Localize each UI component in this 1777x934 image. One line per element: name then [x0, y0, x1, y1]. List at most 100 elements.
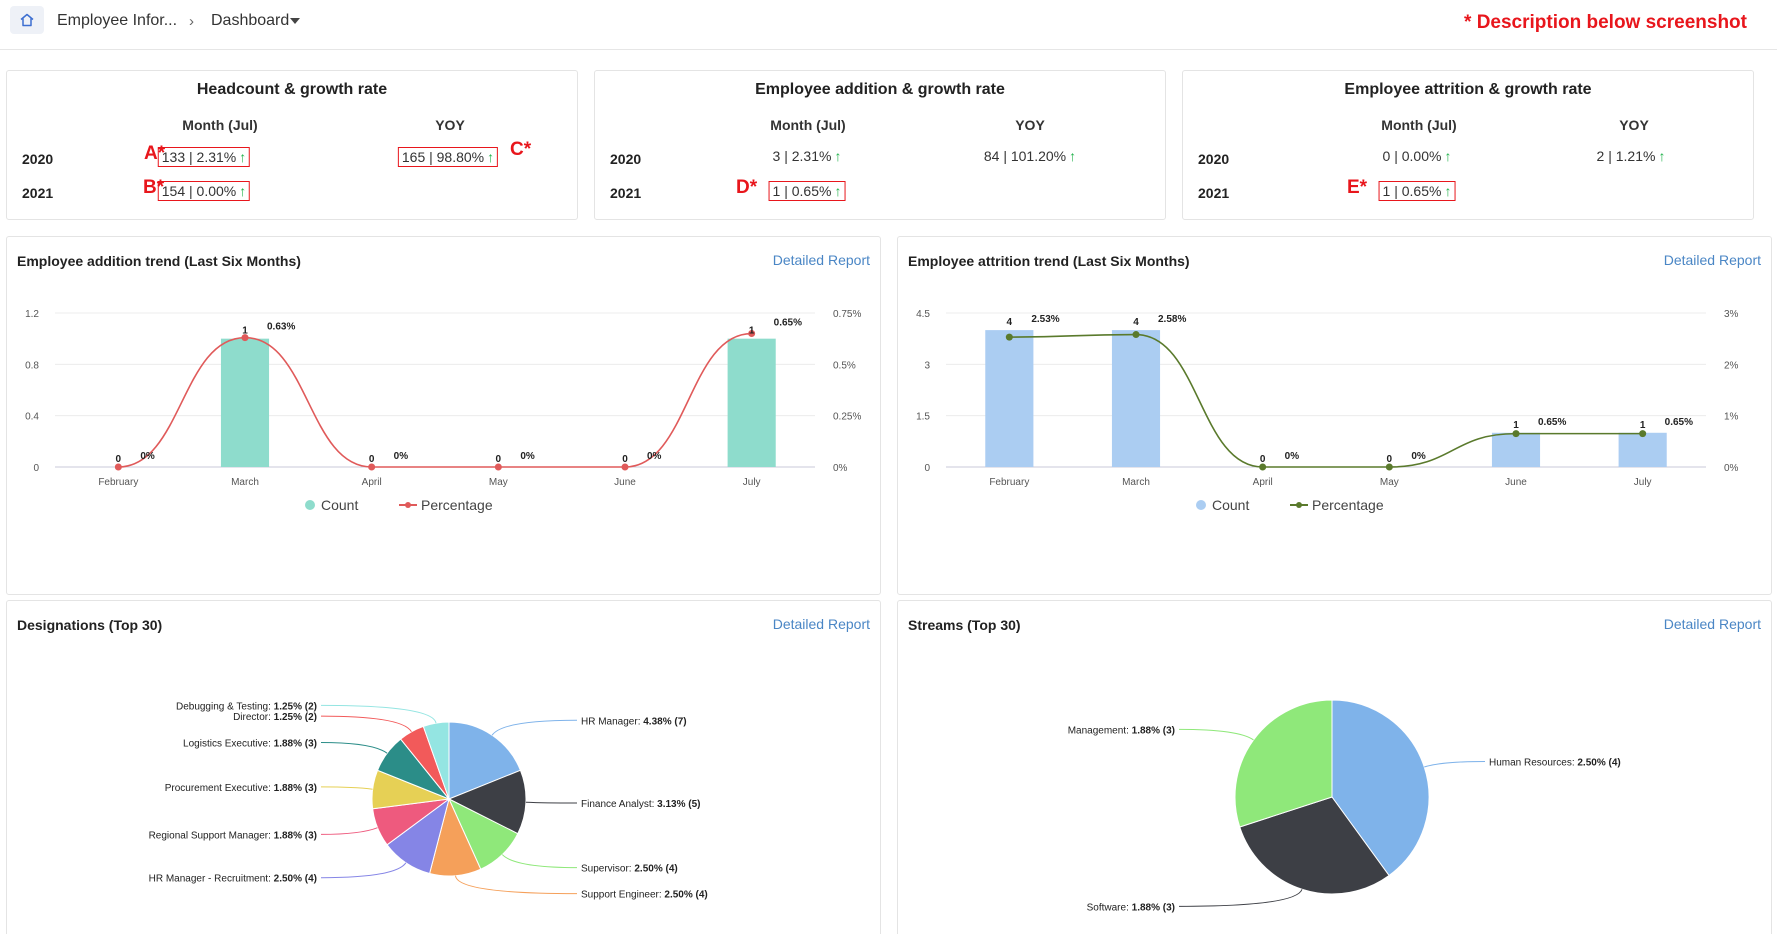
detailed-report-link[interactable]: Detailed Report	[772, 252, 870, 268]
x-tick-label: June	[1505, 477, 1527, 488]
addition-yoy-2020: 84 | 101.20% ↑	[981, 147, 1079, 165]
pie-data-label: Logistics Executive: 1.88% (3)	[183, 739, 317, 750]
streams-panel: Streams (Top 30) Detailed Report Human R…	[897, 600, 1772, 934]
marker-b: B*	[143, 177, 165, 198]
y-tick-label: 0.4	[25, 412, 39, 423]
panel-title: Streams (Top 30)	[908, 617, 1021, 633]
panel-title: Employee addition trend (Last Six Months…	[17, 253, 301, 269]
addition-trend-panel: Employee addition trend (Last Six Months…	[6, 236, 881, 595]
percentage-data-label: 0.65%	[774, 318, 802, 329]
attrition-month-2021: 1 | 0.65% ↑	[1378, 181, 1456, 201]
pie-slice	[448, 721, 522, 800]
percentage-data-label: 0%	[394, 451, 409, 462]
percentage-point	[1005, 333, 1013, 341]
description-note: * Description below screenshot	[1464, 12, 1747, 33]
pie-label-name: Director:	[233, 712, 274, 723]
col-month: Month (Jul)	[182, 117, 258, 133]
y2-tick-label: 0.5%	[833, 360, 856, 371]
y2-tick-label: 0.25%	[833, 412, 861, 423]
count-data-label: 4	[1133, 317, 1139, 328]
col-yoy: YOY	[435, 117, 465, 133]
x-tick-label: July	[1634, 477, 1652, 488]
pie-data-label: Procurement Executive: 1.88% (3)	[165, 783, 317, 794]
y2-tick-label: 0%	[833, 463, 848, 474]
panel-title: Designations (Top 30)	[17, 617, 163, 633]
percentage-data-label: 0.65%	[1665, 417, 1693, 428]
col-month: Month (Jul)	[1381, 117, 1457, 133]
y-tick-label: 1.5	[916, 412, 930, 423]
col-yoy: YOY	[1619, 117, 1649, 133]
headcount-yoy-2020: 165 | 98.80% ↑	[397, 147, 499, 167]
percentage-point	[494, 463, 502, 471]
percentage-data-label: 0.63%	[267, 322, 295, 333]
detailed-report-link[interactable]: Detailed Report	[772, 616, 870, 632]
headcount-month-2021: 154 | 0.00% ↑	[157, 181, 251, 201]
addition-trend-chart: 0 0.4 0.8 1.2 0% 0.25% 0.5% 0.75% February March A…	[25, 309, 861, 513]
x-tick-label: June	[614, 477, 636, 488]
x-tick-label: July	[743, 477, 761, 488]
year-2021: 2021	[22, 185, 54, 201]
pie-label-value: 1.88% (3)	[274, 830, 317, 841]
pie-slice	[1234, 699, 1333, 828]
value-text: 165 | 98.80%	[401, 149, 485, 165]
pie-label-value: 1.88% (3)	[1132, 902, 1175, 913]
pie-label-value: 1.88% (3)	[1132, 725, 1175, 736]
count-bar	[220, 338, 270, 467]
count-bar	[1618, 432, 1667, 467]
y-tick-label: 3	[924, 360, 930, 371]
addition-card: Employee addition & growth rate Month (J…	[594, 70, 1166, 220]
addition-month-2020: 3 | 2.31% ↑	[770, 147, 845, 165]
x-tick-label: February	[989, 477, 1029, 488]
x-tick-label: February	[98, 477, 138, 488]
value-text: 0 | 0.00%	[1382, 148, 1442, 164]
count-data-label: 0	[496, 454, 502, 465]
pie-label-value: 4.38% (7)	[643, 716, 686, 727]
pie-label-value: 1.25% (2)	[274, 701, 317, 712]
pie-label-value: 1.25% (2)	[274, 712, 317, 723]
breadcrumb-module[interactable]: Employee Infor...	[57, 12, 178, 29]
pie-label-name: Debugging & Testing:	[176, 701, 274, 712]
x-tick-label: April	[362, 477, 382, 488]
percentage-point	[1385, 463, 1393, 471]
pie-connector	[525, 801, 578, 804]
value-text: 154 | 0.00%	[161, 183, 237, 199]
percentage-point	[368, 463, 376, 471]
y-tick-label: 0	[924, 463, 930, 474]
caret-down-icon[interactable]	[290, 18, 300, 24]
legend-percentage-label: Percentage	[1312, 497, 1384, 513]
year-2021: 2021	[610, 185, 642, 201]
pie-slice	[447, 769, 527, 835]
pie-data-label: Support Engineer: 2.50% (4)	[581, 890, 708, 901]
percentage-data-label: 0%	[140, 451, 155, 462]
headcount-card: Headcount & growth rate Month (Jul) YOY …	[6, 70, 578, 220]
marker-c: C*	[510, 139, 532, 160]
designations-pie-chart: HR Manager: 4.38% (7) Finance Analyst: 3.…	[149, 701, 708, 901]
count-bar	[1491, 432, 1541, 467]
pie-connector	[491, 719, 578, 736]
home-button[interactable]	[10, 6, 44, 34]
breadcrumb-view-dropdown[interactable]: Dashboard	[211, 12, 290, 29]
detailed-report-link[interactable]: Detailed Report	[1663, 616, 1761, 632]
percentage-data-label: 0%	[520, 451, 535, 462]
count-bar	[985, 330, 1034, 467]
pie-data-label: Debugging & Testing: 1.25% (2)	[176, 701, 317, 712]
attrition-trend-chart: 0 1.5 3 4.5 0% 1% 2% 3% February March April May Jun…	[916, 309, 1738, 513]
detailed-report-link[interactable]: Detailed Report	[1663, 252, 1761, 268]
pie-label-value: 1.88% (3)	[274, 739, 317, 750]
x-tick-label: March	[231, 477, 259, 488]
pie-connector	[501, 854, 578, 869]
panel-title: Employee attrition trend (Last Six Month…	[908, 253, 1190, 269]
marker-d: D*	[736, 177, 758, 198]
y-tick-label: 0	[33, 463, 39, 474]
legend-percentage-dot	[1296, 502, 1302, 508]
value-text: 84 | 101.20%	[983, 148, 1067, 164]
count-data-label: 0	[116, 454, 122, 465]
value-text: 133 | 2.31%	[161, 149, 237, 165]
headcount-month-2020: 133 | 2.31% ↑	[157, 147, 251, 167]
pie-data-label: Regional Support Manager: 1.88% (3)	[149, 830, 317, 841]
pie-label-value: 2.50% (4)	[274, 874, 317, 885]
pie-data-label: Supervisor: 2.50% (4)	[581, 864, 678, 875]
designations-panel: Designations (Top 30) Detailed Report HR…	[6, 600, 881, 934]
y-tick-label: 0.8	[25, 360, 39, 371]
count-data-label: 1	[242, 326, 248, 337]
